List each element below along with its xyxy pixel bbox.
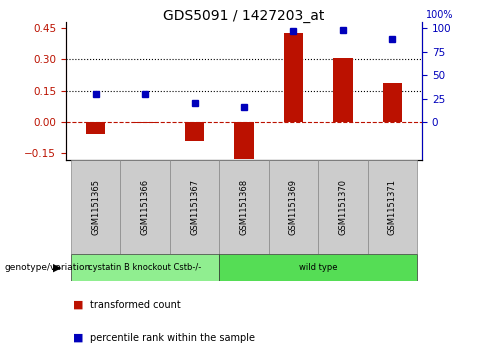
Bar [219, 254, 417, 281]
Text: percentile rank within the sample: percentile rank within the sample [90, 333, 255, 343]
Text: ■: ■ [73, 333, 84, 343]
Bar [333, 58, 353, 122]
Text: ■: ■ [73, 300, 84, 310]
Text: 100%: 100% [427, 11, 454, 20]
Bar [219, 160, 269, 254]
Text: GSM1151371: GSM1151371 [388, 179, 397, 235]
Text: GDS5091 / 1427203_at: GDS5091 / 1427203_at [163, 9, 325, 23]
Text: transformed count: transformed count [90, 300, 181, 310]
Text: cystatin B knockout Cstb-/-: cystatin B knockout Cstb-/- [88, 263, 202, 272]
Text: GSM1151370: GSM1151370 [339, 179, 347, 235]
Bar [86, 122, 105, 134]
Bar [269, 160, 318, 254]
Bar [71, 254, 219, 281]
Bar [383, 83, 402, 122]
Bar [234, 122, 254, 159]
Bar [184, 122, 204, 141]
Text: GSM1151369: GSM1151369 [289, 179, 298, 235]
Text: GSM1151367: GSM1151367 [190, 179, 199, 235]
Text: wild type: wild type [299, 263, 338, 272]
Bar [71, 160, 121, 254]
Bar [367, 160, 417, 254]
Text: GSM1151365: GSM1151365 [91, 179, 100, 235]
Text: genotype/variation: genotype/variation [5, 263, 91, 272]
Text: GSM1151368: GSM1151368 [240, 179, 248, 235]
Bar [121, 160, 170, 254]
Bar [135, 122, 155, 123]
Bar [170, 160, 219, 254]
Bar [318, 160, 367, 254]
Text: ▶: ▶ [53, 263, 61, 273]
Text: GSM1151366: GSM1151366 [141, 179, 149, 235]
Bar [284, 33, 304, 122]
